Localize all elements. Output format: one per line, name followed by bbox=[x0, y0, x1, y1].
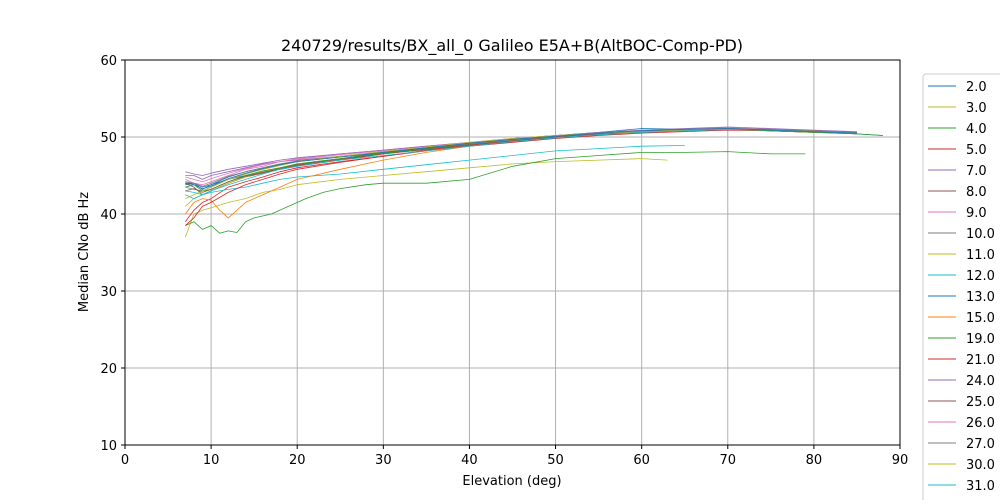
legend-label: 21.0 bbox=[966, 353, 995, 368]
legend-label: 9.0 bbox=[966, 206, 987, 221]
legend-label: 25.0 bbox=[966, 395, 995, 410]
series-line-4.0 bbox=[185, 151, 806, 234]
series-line-33.0 bbox=[185, 128, 857, 190]
y-tick-label: 10 bbox=[100, 439, 117, 454]
series-line-12.0 bbox=[185, 145, 685, 200]
legend-label: 10.0 bbox=[966, 227, 995, 242]
legend-label: 8.0 bbox=[966, 185, 987, 200]
series-line-5.0 bbox=[184, 129, 857, 222]
legend-label: 13.0 bbox=[966, 290, 995, 305]
legend-label: 26.0 bbox=[966, 416, 995, 431]
legend-label: 11.0 bbox=[966, 248, 995, 263]
chart-title: 240729/results/BX_all_0 Galileo E5A+B(Al… bbox=[281, 36, 743, 56]
x-tick-label: 90 bbox=[892, 453, 909, 468]
y-tick-label: 40 bbox=[100, 208, 117, 223]
x-tick-label: 0 bbox=[121, 453, 129, 468]
legend-label: 3.0 bbox=[966, 101, 987, 116]
y-tick-label: 60 bbox=[100, 54, 117, 69]
legend-label: 4.0 bbox=[966, 122, 987, 137]
series-layer bbox=[184, 126, 883, 238]
x-tick-label: 60 bbox=[633, 453, 650, 468]
axes-frame bbox=[124, 59, 901, 446]
legend-label: 31.0 bbox=[966, 479, 995, 494]
legend-items: 2.0 3.0 4.0 5.0 7.0 8.0 9.0 10.0 11.0 12.0 13.0 15.… bbox=[928, 80, 995, 504]
y-axis-label: Median CNo dB Hz bbox=[77, 192, 92, 312]
x-tick-label: 80 bbox=[806, 453, 823, 468]
series-line-9.0 bbox=[185, 127, 857, 186]
x-axis-label: Elevation (deg) bbox=[462, 474, 561, 489]
series-line-15.0 bbox=[184, 128, 857, 219]
series-line-21.0 bbox=[185, 128, 857, 226]
x-tick-label: 30 bbox=[375, 453, 392, 468]
legend-label: 12.0 bbox=[966, 269, 995, 284]
legend-label: 24.0 bbox=[966, 374, 995, 389]
series-line-3.0 bbox=[184, 158, 668, 238]
x-tick-label: 50 bbox=[547, 453, 564, 468]
y-tick-label: 20 bbox=[100, 362, 117, 377]
legend-label: 5.0 bbox=[966, 143, 987, 158]
y-tick-label: 50 bbox=[100, 131, 117, 146]
legend-frame bbox=[922, 73, 1000, 504]
y-tick-label: 30 bbox=[100, 285, 117, 300]
legend-label: 7.0 bbox=[966, 164, 987, 179]
legend-label: 30.0 bbox=[966, 458, 995, 473]
grid-layer bbox=[124, 59, 901, 446]
x-tick-label: 70 bbox=[720, 453, 737, 468]
x-tick-label: 20 bbox=[289, 453, 306, 468]
series-line-24.0 bbox=[185, 126, 857, 176]
legend-label: 2.0 bbox=[966, 80, 987, 95]
tick-layer: 0 10 20 30 40 50 60 70 80 90 10 20 30 40 50 60 bbox=[100, 54, 908, 468]
x-tick-label: 10 bbox=[203, 453, 220, 468]
x-tick-label: 40 bbox=[461, 453, 478, 468]
legend-label: 19.0 bbox=[966, 332, 995, 347]
series-line-31.0 bbox=[185, 128, 857, 196]
legend: 2.0 3.0 4.0 5.0 7.0 8.0 9.0 10.0 11.0 12.0 13.0 15.… bbox=[922, 73, 1000, 504]
legend-label: 27.0 bbox=[966, 437, 995, 452]
legend-label: 15.0 bbox=[966, 311, 995, 326]
